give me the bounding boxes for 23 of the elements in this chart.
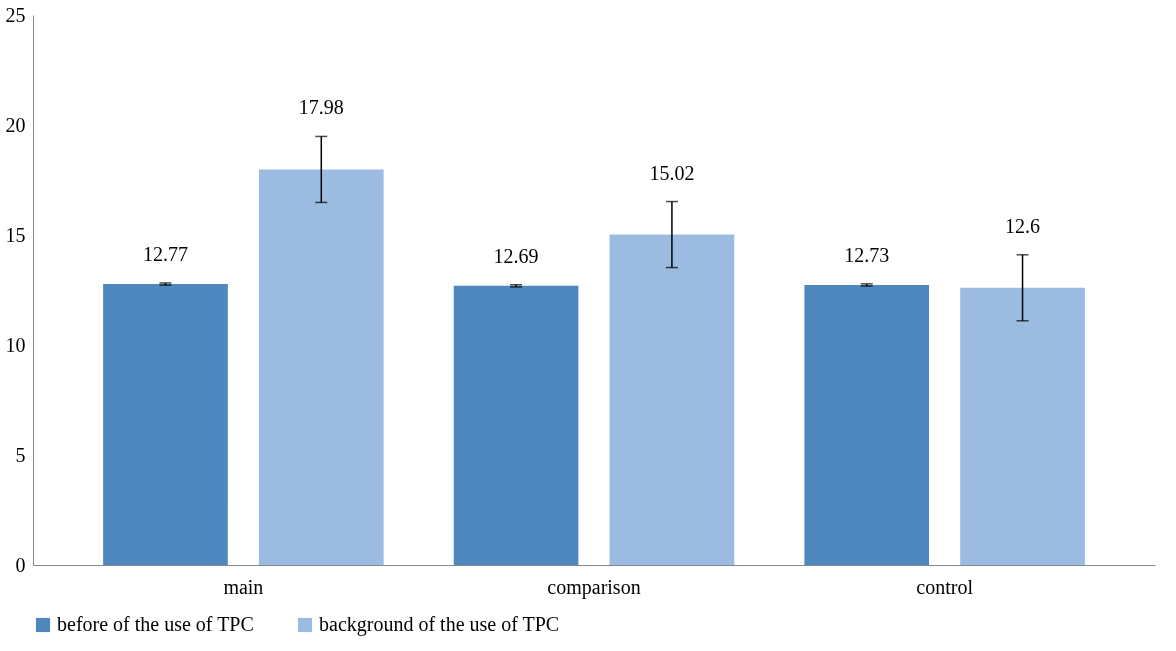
data-label: 12.6 <box>1005 214 1041 237</box>
bar <box>453 285 579 565</box>
bar <box>103 284 228 565</box>
y-tick-label: 20 <box>5 113 26 136</box>
y-tick-label: 5 <box>15 443 26 466</box>
data-label: 17.98 <box>298 96 344 119</box>
bar <box>960 287 1085 565</box>
y-tick-label: 10 <box>5 333 26 356</box>
legend-label: before of the use of TPC <box>57 613 254 635</box>
legend-label: background of the use of TPC <box>319 613 560 636</box>
x-tick-label: comparison <box>547 575 641 599</box>
y-tick-label: 0 <box>15 553 26 576</box>
bar <box>609 234 735 565</box>
bar <box>804 284 930 565</box>
x-tick-label: main <box>223 575 264 598</box>
bar <box>258 169 384 565</box>
y-tick-label: 15 <box>5 223 26 246</box>
x-tick-label: control <box>916 575 974 598</box>
y-tick-label: 25 <box>5 3 26 26</box>
data-label: 12.69 <box>493 244 539 267</box>
data-label: 12.77 <box>142 242 188 265</box>
data-label: 15.02 <box>649 161 695 184</box>
data-label: 12.73 <box>844 243 890 266</box>
